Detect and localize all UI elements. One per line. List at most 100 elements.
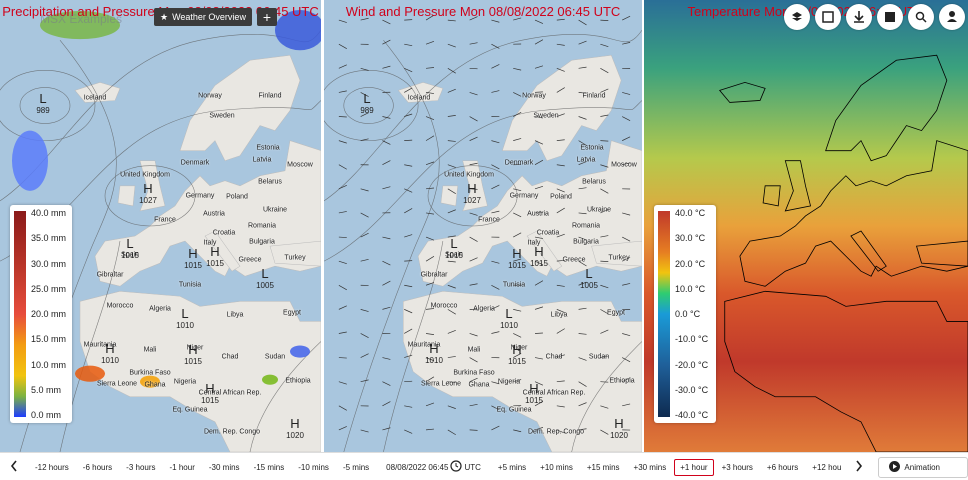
pressure-center: H 1010 (425, 342, 443, 366)
pressure-center: H 1020 (286, 416, 304, 441)
place-label: Algeria (149, 305, 171, 313)
place-label: Latvia (252, 156, 272, 164)
save-button[interactable] (877, 4, 903, 30)
time-step[interactable]: +30 mins (633, 462, 667, 472)
legend-label: 20.0 °C (675, 258, 706, 269)
pressure-type: H (290, 416, 300, 431)
place-label: Sudan (588, 353, 610, 361)
current-time: 08/08/2022 06:45 UTC (380, 456, 487, 478)
icon (947, 11, 957, 22)
time-step[interactable]: -12 hours (35, 462, 69, 472)
add-button[interactable]: + (257, 8, 277, 26)
place-label: Chad (221, 353, 239, 361)
pressure-type: L (261, 266, 269, 281)
pressure-type: H (205, 381, 215, 396)
place-label: Sweden (209, 112, 235, 120)
pressure-type: H (467, 181, 477, 196)
place-label: Latvia (576, 156, 596, 164)
time-step[interactable]: +15 mins (586, 462, 620, 472)
pressure-type: H (188, 246, 198, 261)
pressure-value: 1015 (445, 251, 463, 260)
legend-bar (658, 211, 670, 417)
pressure-value: 1027 (139, 196, 157, 205)
window-button[interactable] (815, 4, 841, 30)
download-button[interactable] (846, 4, 872, 30)
place-label: Croatia (212, 229, 236, 237)
time-step[interactable]: +12 hou (812, 462, 842, 472)
animation-button[interactable]: Animation (878, 456, 968, 478)
map[interactable] (324, 0, 642, 452)
map-panel: Iceland Norway Finland Sweden Estonia Latvia D… (324, 0, 642, 452)
legend-label: 35.0 mm (31, 233, 67, 244)
time-step[interactable]: -15 mins (253, 462, 285, 472)
panel-title: Wind and Pressure Mon 08/08/2022 06:45 U… (345, 4, 621, 19)
place-label: Mali (467, 346, 481, 354)
time-step[interactable]: -30 mins (208, 462, 240, 472)
search-button[interactable] (908, 4, 934, 30)
time-step[interactable]: -5 mins (342, 462, 370, 472)
legend-label: -10.0 °C (675, 334, 709, 345)
pressure-type: L (363, 91, 371, 106)
place-label: Iceland (83, 94, 107, 102)
time-step[interactable]: +1 hour (674, 458, 714, 476)
time-step[interactable]: -10 mins (298, 462, 329, 472)
pressure-center: L 1005 (580, 267, 598, 291)
place-label: Nigeria (173, 378, 197, 386)
pressure-center: H 1015 (184, 246, 202, 271)
time-step[interactable]: +5 mins (497, 462, 527, 472)
map-panel: Temperature Mon 08/08/2022 06:45 UTC40.0… (644, 0, 968, 452)
time-step[interactable]: -6 hours (82, 462, 113, 472)
legend-label: -40.0 °C (675, 410, 709, 420)
place-label: Moscow (611, 161, 637, 169)
time-step[interactable]: -1 hour (169, 462, 195, 472)
pressure-value: 1015 (121, 251, 139, 260)
place-label: Morocco (106, 302, 134, 310)
current-time-text: 08/08/2022 06:45 (386, 462, 449, 472)
weather-overview-label: Weather Overview (172, 12, 246, 22)
time-step[interactable]: +10 mins (540, 462, 573, 472)
layers-button[interactable] (784, 4, 810, 30)
pressure-type: L (126, 236, 134, 251)
legend-label: 0.0 °C (675, 309, 701, 319)
place-label: Iceland (407, 94, 431, 102)
pressure-type: H (210, 244, 220, 259)
pressure-center: H 1027 (139, 182, 157, 206)
place-label: Greece (562, 256, 586, 264)
place-label: Austria (203, 210, 225, 218)
place-label: Spain (121, 251, 139, 259)
place-label: Bulgaria (573, 238, 599, 246)
time-step[interactable]: -3 hours (126, 462, 156, 472)
next-button[interactable] (849, 456, 869, 478)
place-label: Croatia (536, 229, 560, 237)
icon (792, 12, 802, 21)
prev-button[interactable] (1, 456, 27, 478)
time-step[interactable]: +3 hours (721, 462, 753, 472)
place-label: Morocco (430, 302, 458, 310)
pressure-value: 1010 (176, 321, 194, 330)
pressure-value: 1015 (201, 396, 219, 405)
place-label: Libya (550, 311, 568, 319)
place-label: Chad (545, 353, 563, 361)
pressure-value: 1020 (286, 431, 304, 440)
pressure-center: L 1005 (256, 266, 274, 291)
pressure-center: L 989 (360, 91, 374, 116)
pressure-type: H (614, 416, 624, 431)
watermark: MSX Examples (40, 12, 123, 26)
icon (822, 11, 834, 23)
user-button[interactable] (939, 4, 965, 30)
pressure-type: L (39, 91, 47, 106)
pressure-value: 1015 (206, 259, 224, 268)
place-label: Burkina Faso (453, 369, 495, 377)
weather-overview-button[interactable]: ★ Weather Overview (154, 8, 252, 26)
place-label: Ukraine (586, 206, 612, 214)
legend-label: 10.0 °C (675, 283, 706, 294)
pressure-value: 989 (360, 106, 374, 115)
legend-label: 20.0 mm (31, 309, 67, 319)
legend-label: 30.0 °C (675, 233, 706, 244)
pressure-center: H 1020 (610, 416, 628, 441)
pressure-type: L (505, 306, 513, 321)
time-step[interactable]: +6 hours (766, 462, 799, 472)
legend-label: 25.0 mm (31, 283, 67, 294)
pressure-center: H 1015 (201, 381, 219, 406)
toolbar: -12 hours -6 hours -3 hours -1 hour -30 mins… (0, 452, 968, 480)
